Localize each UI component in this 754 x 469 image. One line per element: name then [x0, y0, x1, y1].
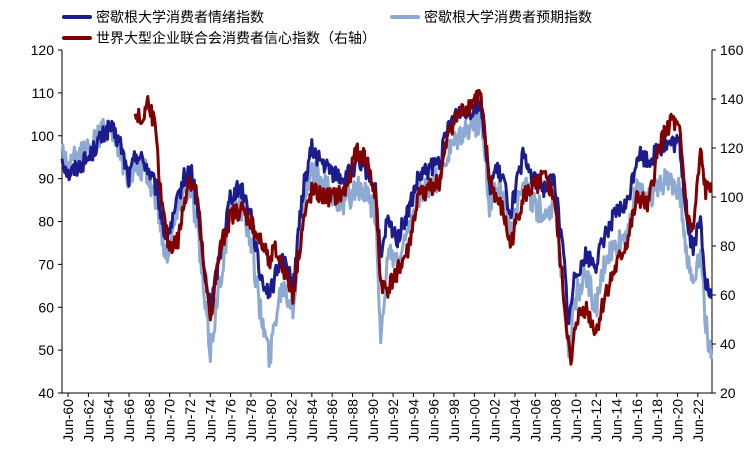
x-tick-label: Jun-96 — [426, 399, 442, 442]
y-right-tick-label: 120 — [720, 140, 744, 156]
x-tick-label: Jun-22 — [690, 399, 706, 442]
x-tick-label: Jun-68 — [141, 399, 157, 442]
x-tick-label: Jun-98 — [446, 399, 462, 442]
axes: 40 50 60 70 80 90 100 110 120 20 40 60 80 100 120 140 16… — [31, 42, 744, 442]
legend-swatch-expectations — [390, 15, 420, 19]
x-tick-label: Jun-88 — [344, 399, 360, 442]
x-tick-label: Jun-14 — [609, 399, 625, 442]
y-right-tick-label: 100 — [720, 189, 744, 205]
x-tick-label: Jun-84 — [304, 399, 320, 442]
y-left-tick-label: 50 — [38, 342, 54, 358]
y-right-tick-label: 60 — [720, 287, 736, 303]
x-tick-label: Jun-10 — [568, 399, 584, 442]
x-tick-label: Jun-08 — [548, 399, 564, 442]
x-tick-label: Jun-16 — [629, 399, 645, 442]
y-left-tick-label: 60 — [38, 299, 54, 315]
x-tick-label: Jun-76 — [223, 399, 239, 442]
x-tick-label: Jun-70 — [162, 399, 178, 442]
x-tick-label: Jun-66 — [121, 399, 137, 442]
y-right-tick-label: 20 — [720, 385, 736, 401]
y-left-tick-label: 40 — [38, 385, 54, 401]
y-left-tick-label: 80 — [38, 214, 54, 230]
series-confidence-line — [133, 89, 713, 366]
x-tick-label: Jun-82 — [284, 399, 300, 442]
x-tick-label: Jun-02 — [487, 399, 503, 442]
y-right-tick-label: 80 — [720, 238, 736, 254]
x-tick-label: Jun-18 — [649, 399, 665, 442]
legend-label-sentiment: 密歇根大学消费者情绪指数 — [96, 10, 264, 26]
legend-item-sentiment: 密歇根大学消费者情绪指数 — [62, 7, 264, 27]
x-tick-label: Jun-72 — [182, 399, 198, 442]
x-tick-label: Jun-06 — [527, 399, 543, 442]
legend-swatch-confidence — [62, 36, 92, 40]
legend-swatch-sentiment — [62, 15, 92, 19]
y-left-tick-label: 70 — [38, 256, 54, 272]
y-left-tick-label: 120 — [31, 42, 55, 58]
x-tick-label: Jun-62 — [80, 399, 96, 442]
x-tick-label: Jun-74 — [202, 399, 218, 442]
x-tick-label: Jun-86 — [324, 399, 340, 442]
x-tick-label: Jun-60 — [60, 399, 76, 442]
legend-item-expectations: 密歇根大学消费者预期指数 — [390, 7, 592, 27]
y-left-tick-label: 100 — [31, 128, 55, 144]
series-layer — [60, 89, 713, 368]
x-tick-label: Jun-94 — [405, 399, 421, 442]
y-right-tick-label: 160 — [720, 42, 744, 58]
y-left-tick-label: 90 — [38, 171, 54, 187]
x-tick-label: Jun-90 — [365, 399, 381, 442]
x-tick-label: Jun-92 — [385, 399, 401, 442]
x-tick-label: Jun-12 — [588, 399, 604, 442]
x-tick-label: Jun-00 — [466, 399, 482, 442]
legend-label-expectations: 密歇根大学消费者预期指数 — [424, 10, 592, 26]
x-tick-label: Jun-04 — [507, 399, 523, 442]
x-tick-label: Jun-80 — [263, 399, 279, 442]
x-tick-label: Jun-64 — [101, 399, 117, 442]
legend-label-confidence: 世界大型企业联合会消费者信心指数（右轴） — [96, 31, 376, 47]
series-expectations-line — [60, 108, 713, 368]
legend-item-confidence: 世界大型企业联合会消费者信心指数（右轴） — [62, 28, 376, 48]
x-tick-label: Jun-78 — [243, 399, 259, 442]
y-left-tick-label: 110 — [32, 85, 55, 101]
x-tick-label: Jun-20 — [669, 399, 685, 442]
y-right-tick-label: 140 — [720, 91, 744, 107]
series-sentiment-line — [60, 94, 713, 326]
y-right-tick-label: 40 — [720, 336, 736, 352]
